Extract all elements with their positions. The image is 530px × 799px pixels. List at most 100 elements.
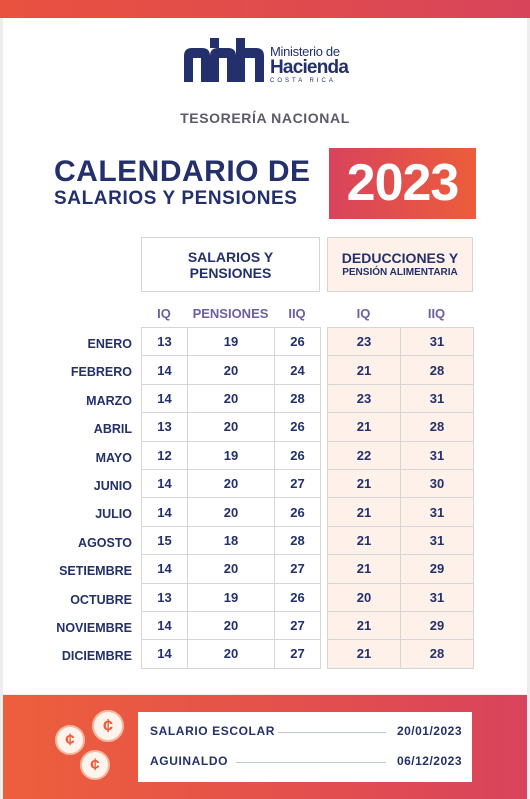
table-row: 21 31 — [327, 525, 474, 556]
table-row: 14 20 28 — [141, 383, 321, 414]
sal-iq-cell: 14 — [141, 383, 188, 414]
logo-text-country: COSTA RICA — [270, 78, 336, 84]
logo-text-hacienda: Hacienda — [270, 57, 349, 78]
sal-iiq-cell: 26 — [274, 497, 321, 527]
salarios-header-line-2: PENSIONES — [189, 265, 272, 281]
aguinaldo-row: AGUINALDO 06/12/2023 — [150, 750, 462, 770]
mh-logo-icon — [184, 38, 264, 82]
column-header-sal-iq: IQ — [157, 306, 171, 321]
ded-iq-cell: 21 — [327, 525, 401, 556]
month-label: OCTUBRE — [70, 592, 132, 607]
column-header-ded-iq: IQ — [356, 306, 371, 321]
year-badge: 2023 — [329, 148, 476, 219]
sal-iq-cell: 14 — [141, 554, 188, 584]
sal-iq-cell: 14 — [141, 639, 188, 669]
month-label: DICIEMBRE — [61, 649, 132, 664]
ded-iq-cell: 21 — [327, 554, 401, 584]
table-row: 21 30 — [327, 468, 474, 499]
ded-iiq-cell: 31 — [400, 440, 474, 470]
sal-iiq-cell: 27 — [274, 639, 321, 669]
ded-iiq-cell: 31 — [400, 326, 474, 357]
salarios-table: 13 19 26 14 20 24 14 20 28 13 20 26 12 19 26 14 20 27 14 20… — [141, 326, 321, 669]
sal-iq-cell: 15 — [141, 525, 188, 556]
sal-iq-cell: 14 — [141, 355, 188, 385]
sal-iiq-cell: 27 — [274, 610, 321, 641]
ded-iq-cell: 21 — [327, 639, 401, 669]
sal-iq-cell: 13 — [141, 582, 188, 612]
table-row: 23 31 — [327, 326, 474, 357]
table-row: 14 20 27 — [141, 554, 321, 584]
salarios-group-header: SALARIOS Y PENSIONES — [141, 237, 320, 292]
ded-iq-cell: 21 — [327, 610, 401, 641]
ded-iq-cell: 21 — [327, 497, 401, 527]
ded-iiq-cell: 28 — [400, 412, 474, 442]
month-label: JUNIO — [93, 478, 132, 493]
table-row: 12 19 26 — [141, 440, 321, 470]
ded-iiq-cell: 29 — [400, 610, 474, 641]
sal-iiq-cell: 24 — [274, 355, 321, 385]
ded-iiq-cell: 31 — [400, 497, 474, 527]
sal-iiq-cell: 26 — [274, 326, 321, 357]
deducciones-group-header: DEDUCCIONES Y PENSIÓN ALIMENTARIA — [327, 237, 473, 292]
leader-line — [278, 732, 386, 733]
table-row: 13 20 26 — [141, 412, 321, 442]
colon-coin-icon: ¢ — [80, 750, 110, 780]
table-row: 15 18 28 — [141, 525, 321, 556]
table-row: 20 31 — [327, 582, 474, 612]
aguinaldo-date: 06/12/2023 — [396, 754, 462, 768]
aguinaldo-label: AGUINALDO — [150, 754, 229, 768]
sal-iq-cell: 14 — [141, 468, 188, 499]
logo-text-ministerio: Ministerio de — [270, 44, 340, 59]
salario-escolar-date: 20/01/2023 — [396, 724, 462, 738]
ded-iq-cell: 21 — [327, 468, 401, 499]
sal-iq-cell: 13 — [141, 412, 188, 442]
table-row: 14 20 24 — [141, 355, 321, 385]
table-row: 21 28 — [327, 639, 474, 669]
ministerio-hacienda-logo: Ministerio de Hacienda COSTA RICA — [184, 36, 354, 88]
page-title: CALENDARIO DE SALARIOS Y PENSIONES — [54, 156, 324, 210]
pensiones-cell: 20 — [187, 639, 275, 669]
month-label: NOVIEMBRE — [56, 620, 132, 635]
column-header-pensiones: PENSIONES — [192, 306, 269, 321]
ded-iiq-cell: 30 — [400, 468, 474, 499]
sal-iiq-cell: 28 — [274, 525, 321, 556]
special-payments-box: SALARIO ESCOLAR 20/01/2023 AGUINALDO 06/… — [138, 712, 472, 782]
table-row: 21 31 — [327, 497, 474, 527]
department-subtitle: TESORERÍA NACIONAL — [180, 110, 350, 126]
ded-iiq-cell: 31 — [400, 383, 474, 414]
ded-iq-cell: 23 — [327, 326, 401, 357]
sal-iiq-cell: 28 — [274, 383, 321, 414]
sal-iiq-cell: 26 — [274, 412, 321, 442]
table-row: 13 19 26 — [141, 326, 321, 357]
month-label: ENERO — [87, 337, 132, 351]
sal-iq-cell: 14 — [141, 497, 188, 527]
pensiones-cell: 20 — [187, 355, 275, 385]
month-label: AGOSTO — [78, 535, 132, 550]
pensiones-cell: 20 — [187, 468, 275, 499]
top-accent-bar — [0, 0, 530, 18]
month-label: MARZO — [86, 393, 132, 408]
ded-iiq-cell: 29 — [400, 554, 474, 584]
pensiones-cell: 19 — [187, 326, 275, 357]
pensiones-cell: 20 — [187, 412, 275, 442]
table-row: 14 20 26 — [141, 497, 321, 527]
ded-iiq-cell: 31 — [400, 582, 474, 612]
sal-iq-cell: 13 — [141, 326, 188, 357]
table-row: 21 28 — [327, 412, 474, 442]
table-row: 22 31 — [327, 440, 474, 470]
month-label: SETIEMBRE — [59, 564, 132, 579]
sal-iiq-cell: 27 — [274, 468, 321, 499]
month-label: JULIO — [95, 507, 132, 522]
sal-iiq-cell: 26 — [274, 440, 321, 470]
pensiones-cell: 20 — [187, 383, 275, 414]
pensiones-cell: 18 — [187, 525, 275, 556]
month-label: ABRIL — [93, 422, 132, 437]
deducciones-header-line-1: DEDUCCIONES Y — [341, 250, 459, 266]
table-row: 21 29 — [327, 554, 474, 584]
month-label: FEBRERO — [70, 365, 132, 380]
pensiones-cell: 19 — [187, 440, 275, 470]
deducciones-table: 23 31 21 28 23 31 21 28 22 31 21 30 21 31 21 31 21 29 20 31… — [327, 326, 474, 669]
pensiones-cell: 19 — [187, 582, 275, 612]
ded-iiq-cell: 28 — [400, 639, 474, 669]
salarios-header-line-1: SALARIOS Y — [187, 249, 274, 265]
